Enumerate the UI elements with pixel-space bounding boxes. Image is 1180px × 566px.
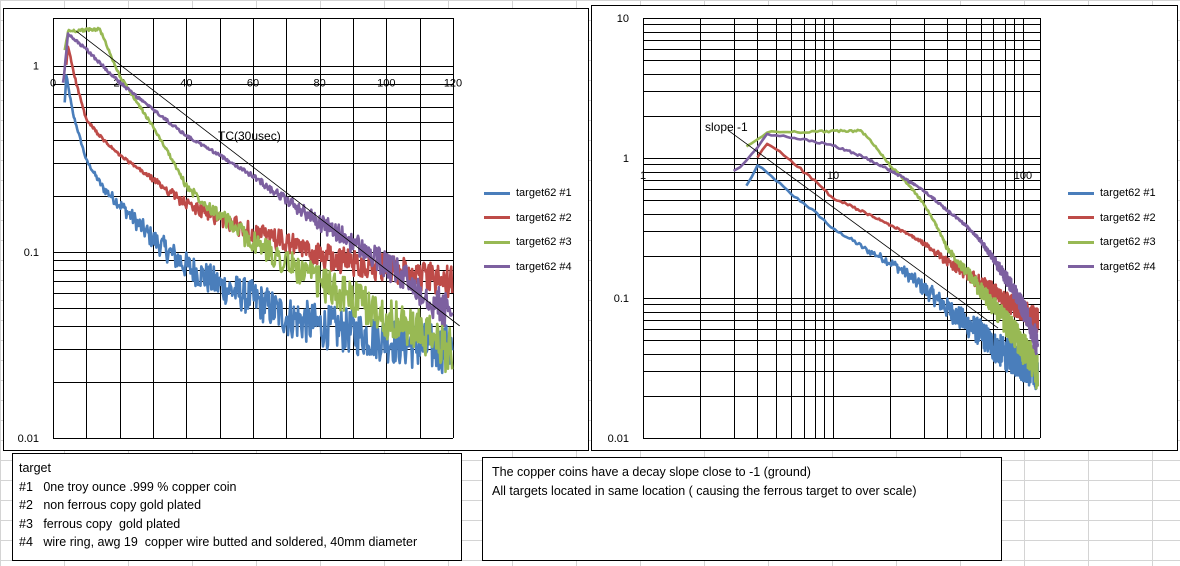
x-tick-label: 120 [444,78,462,90]
annotation-line [76,30,460,327]
series-line-4 [61,32,454,328]
x-tick-label: 80 [314,78,326,90]
note-text: non ferrous copy gold plated [43,498,202,512]
legend-label: target62 #4 [1100,260,1156,273]
note-id: #2 [19,498,33,512]
legend-label: target62 #3 [1100,236,1156,249]
conclusion-notes-box[interactable]: The copper coins have a decay slope clos… [482,457,1002,561]
series-line-1 [63,74,454,375]
legend-label: target62 #2 [516,211,572,224]
legend-label: target62 #1 [516,187,572,200]
legend-swatch [1068,240,1094,244]
legend-swatch [1068,191,1094,195]
legend-item: target62 #3 [1068,230,1156,255]
note-item: #1 0ne troy ounce .999 % copper coin [19,478,461,497]
note-item: #4 wire ring, awg 19 copper wire butted … [19,533,461,552]
y-tick-label: 0.1 [614,293,629,305]
x-tick-label: 0 [50,78,56,90]
note-line: All targets located in same location ( c… [492,483,917,498]
legend-item: target62 #2 [1068,206,1156,231]
x-tick-label: 10 [827,170,839,182]
legend-swatch [484,240,510,244]
legend-item: target62 #2 [484,206,572,231]
annotation-label: TC(30usec) [218,129,281,143]
note-text: 0ne troy ounce .999 % copper coin [43,479,237,494]
note-item: #3 ferrous copy gold plated [19,515,461,534]
legend-swatch [1068,216,1094,220]
y-tick-label: 0.1 [24,247,39,259]
legend-item: target62 #4 [1068,255,1156,280]
note-id: #4 [19,535,33,549]
targets-notes-box[interactable]: target #1 0ne troy ounce .999 % copper c… [12,453,462,561]
chart-2-plot: 0.01 0.1 1 10 1 10 100 slope -1 [608,13,1041,445]
chart-2-legend: target62 #1 target62 #2 target62 #3 targ… [1068,181,1156,279]
legend-swatch [484,216,510,220]
chart-2-frame[interactable] [591,5,1178,451]
y-tick-label: 0.01 [608,433,629,445]
annotation-line [727,129,999,329]
legend-label: target62 #1 [1100,187,1156,200]
legend-item: target62 #4 [484,255,572,280]
legend-swatch [484,265,510,269]
y-tick-label: 1 [623,153,629,165]
chart-1-frame[interactable] [3,8,589,451]
legend-swatch [484,191,510,195]
x-tick-label: 100 [377,78,395,90]
legend-swatch [1068,265,1094,269]
legend-item: target62 #1 [484,181,572,206]
y-tick-label: 10 [617,13,629,25]
x-tick-label: 1 [640,170,646,182]
notes-title: target [19,461,51,475]
note-id: #3 [19,516,33,531]
note-text: ferrous copy gold plated [43,516,181,531]
legend-label: target62 #2 [1100,211,1156,224]
y-tick-label: 1 [33,61,39,73]
note-line: The copper coins have a decay slope clos… [492,465,811,479]
series-line-1 [745,164,1040,391]
x-tick-label: 40 [180,78,192,90]
legend-label: target62 #4 [516,260,572,273]
legend-item: target62 #1 [1068,181,1156,206]
note-text: wire ring, awg 19 copper wire butted and… [43,535,418,549]
x-tick-label: 60 [247,78,259,90]
annotation-label: slope -1 [705,120,748,134]
y-tick-label: 0.01 [18,433,39,445]
legend-item: target62 #3 [484,230,572,255]
note-id: #1 [19,479,33,494]
chart-1-legend: target62 #1 target62 #2 target62 #3 targ… [484,181,572,279]
note-item: #2 non ferrous copy gold plated [19,496,461,515]
legend-label: target62 #3 [516,236,572,249]
x-tick-label: 100 [1014,170,1032,182]
series-line-4 [732,132,1040,356]
